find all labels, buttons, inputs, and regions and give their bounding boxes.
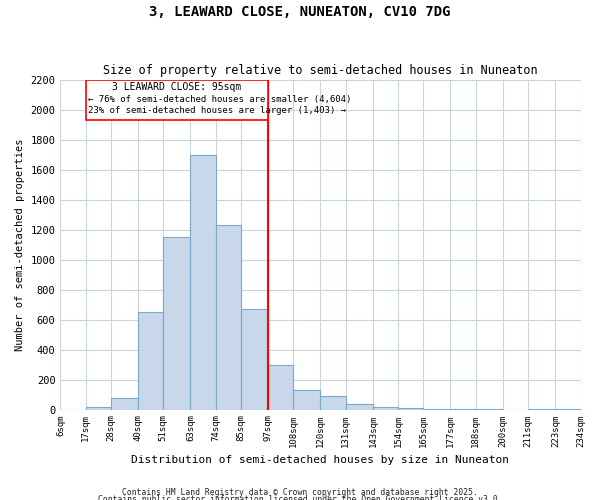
Bar	[451, 409, 476, 410]
Title: Size of property relative to semi-detached houses in Nuneaton: Size of property relative to semi-detach…	[103, 64, 538, 77]
Text: Contains HM Land Registry data © Crown copyright and database right 2025.: Contains HM Land Registry data © Crown c…	[122, 488, 478, 497]
Bar	[110, 398, 138, 409]
Bar	[268, 364, 293, 410]
Bar	[373, 406, 398, 410]
Text: 23% of semi-detached houses are larger (1,403) →: 23% of semi-detached houses are larger (…	[88, 106, 346, 116]
Text: Contains public sector information licensed under the Open Government Licence v3: Contains public sector information licen…	[98, 496, 502, 500]
Bar	[346, 404, 373, 409]
X-axis label: Distribution of semi-detached houses by size in Nuneaton: Distribution of semi-detached houses by …	[131, 455, 509, 465]
Bar	[138, 312, 163, 410]
Bar	[86, 406, 110, 410]
Y-axis label: Number of semi-detached properties: Number of semi-detached properties	[15, 138, 25, 351]
Bar	[293, 390, 320, 409]
Bar	[398, 408, 423, 410]
Bar	[215, 225, 241, 410]
Bar	[528, 409, 556, 410]
Bar	[556, 409, 581, 410]
Bar	[320, 396, 346, 409]
Bar	[241, 309, 268, 410]
Bar	[476, 409, 503, 410]
Bar	[423, 409, 451, 410]
FancyBboxPatch shape	[86, 80, 268, 120]
Bar	[163, 237, 190, 410]
Text: ← 76% of semi-detached houses are smaller (4,604): ← 76% of semi-detached houses are smalle…	[88, 95, 351, 104]
Text: 3 LEAWARD CLOSE: 95sqm: 3 LEAWARD CLOSE: 95sqm	[112, 82, 241, 92]
Bar	[190, 154, 215, 410]
Text: 3, LEAWARD CLOSE, NUNEATON, CV10 7DG: 3, LEAWARD CLOSE, NUNEATON, CV10 7DG	[149, 5, 451, 19]
